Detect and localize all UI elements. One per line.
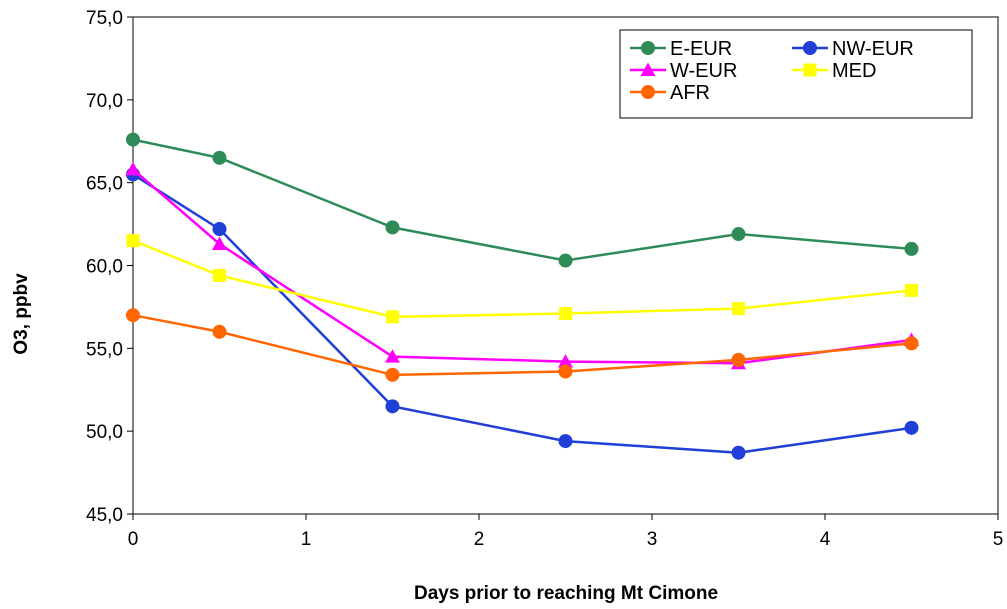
legend-label-nw-eur: NW-EUR: [832, 38, 914, 60]
data-point-nw-eur: [385, 399, 400, 414]
y-tick-label: 70,0: [86, 91, 123, 112]
legend-item-med: MED: [792, 60, 876, 82]
data-point-w-eur: [558, 354, 573, 368]
legend-item-e-eur: E-EUR: [630, 38, 732, 60]
data-point-afr: [212, 324, 227, 339]
data-point-afr: [731, 352, 746, 367]
data-point-w-eur: [212, 236, 227, 250]
x-tick-label: 0: [128, 529, 139, 550]
series-e-eur: [126, 132, 919, 268]
data-point-afr: [385, 367, 400, 382]
legend-marker-nw-eur: [803, 41, 817, 55]
legend-label-w-eur: W-EUR: [670, 60, 737, 82]
series-layer: [125, 132, 919, 460]
data-point-med: [126, 234, 140, 248]
legend-label-e-eur: E-EUR: [670, 38, 732, 60]
data-point-e-eur: [731, 227, 746, 242]
data-point-med: [732, 302, 745, 316]
legend-marker-med: [803, 63, 817, 77]
y-tick-label: 65,0: [86, 174, 123, 195]
legend-marker-e-eur: [641, 41, 655, 55]
data-point-nw-eur: [731, 445, 746, 460]
legend-item-nw-eur: NW-EUR: [792, 38, 914, 60]
data-point-e-eur: [558, 253, 573, 268]
legend-box: [619, 29, 973, 119]
x-tick-label: 5: [993, 529, 1004, 550]
data-point-med: [213, 268, 226, 282]
data-point-nw-eur: [558, 434, 573, 449]
legend-label-afr: AFR: [670, 82, 710, 104]
legend: E-EUR NW-EUR W-EUR MED AFR: [619, 29, 973, 119]
data-point-e-eur: [904, 241, 919, 256]
series-line-w-eur: [132, 168, 912, 365]
data-point-nw-eur: [904, 420, 919, 435]
series-line-med: [132, 239, 912, 319]
data-point-e-eur: [212, 150, 227, 165]
data-point-e-eur: [385, 220, 400, 235]
legend-marker-w-eur: [640, 62, 656, 76]
legend-marker-afr: [641, 85, 655, 99]
x-axis: 0 1 2 3 4 5: [128, 514, 1004, 550]
data-point-nw-eur: [212, 222, 227, 237]
y-axis: 45,0 50,0 55,0 60,0 65,0 70,0 75,0: [86, 8, 133, 526]
data-point-afr: [904, 336, 919, 351]
y-tick-label: 60,0: [86, 257, 123, 278]
y-tick-label: 45,0: [86, 505, 123, 526]
data-point-med: [905, 283, 918, 297]
legend-item-afr: AFR: [630, 82, 710, 104]
series-line-e-eur: [132, 138, 912, 262]
x-axis-title: Days prior to reaching Mt Cimone: [414, 583, 718, 604]
legend-item-w-eur: W-EUR: [630, 60, 737, 82]
series-med: [126, 234, 918, 324]
x-tick-label: 4: [820, 529, 831, 550]
series-line-afr: [132, 313, 912, 377]
x-tick-label: 2: [474, 529, 485, 550]
data-point-w-eur: [125, 161, 141, 176]
y-tick-label: 55,0: [86, 339, 123, 360]
data-point-med: [559, 307, 572, 321]
y-axis-title: O3, ppbv: [11, 273, 32, 355]
data-point-e-eur: [126, 132, 140, 147]
y-tick-label: 50,0: [86, 422, 123, 443]
y-tick-label: 75,0: [86, 8, 123, 29]
legend-label-med: MED: [832, 60, 876, 82]
x-tick-label: 1: [301, 529, 312, 550]
series-afr: [126, 308, 919, 382]
data-point-afr: [126, 308, 140, 323]
data-point-med: [386, 310, 399, 324]
x-tick-label: 3: [647, 529, 658, 550]
data-point-afr: [558, 364, 573, 379]
data-point-w-eur: [385, 349, 400, 363]
series-line-nw-eur: [132, 173, 912, 454]
